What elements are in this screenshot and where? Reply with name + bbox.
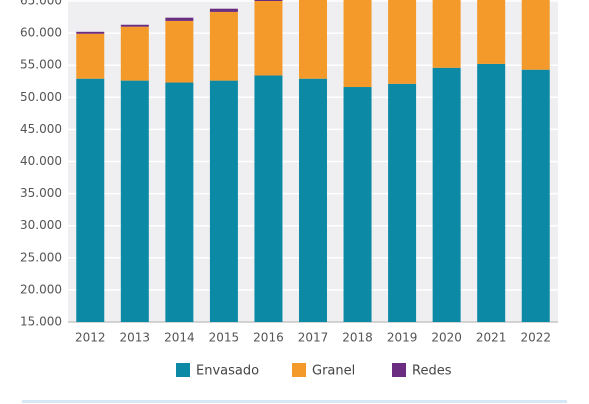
bar-segment xyxy=(209,80,238,322)
bar-segment xyxy=(432,67,461,322)
y-tick-label: 65.000 xyxy=(20,0,62,8)
y-tick-label: 45.000 xyxy=(20,122,62,136)
x-tick-label: 2018 xyxy=(342,331,373,345)
x-tick-label: 2012 xyxy=(75,331,106,345)
legend-label: Granel xyxy=(312,364,355,379)
bar-segment xyxy=(120,24,149,27)
bar-segment xyxy=(388,83,417,323)
y-tick-label: 20.000 xyxy=(20,282,62,296)
bar-segment xyxy=(76,33,105,79)
bar-segment xyxy=(521,0,550,70)
x-tick-label: 2017 xyxy=(298,331,329,345)
bar-segment xyxy=(254,75,283,322)
x-tick-label: 2016 xyxy=(253,331,284,345)
bar-segment xyxy=(120,80,149,322)
bar-segment xyxy=(477,0,506,64)
y-tick-label: 55.000 xyxy=(20,58,62,72)
bar-segment xyxy=(477,63,506,322)
bar-segment xyxy=(165,20,194,83)
bar-segment xyxy=(120,26,149,81)
bar-segment xyxy=(254,1,283,76)
y-tick-label: 60.000 xyxy=(20,26,62,40)
bar-segment xyxy=(254,0,283,1)
bar-segment xyxy=(343,0,372,88)
x-tick-label: 2015 xyxy=(209,331,240,345)
bar-segment xyxy=(299,78,327,322)
x-tick-label: 2013 xyxy=(120,331,151,345)
bar-segment xyxy=(299,0,327,79)
bar-segment xyxy=(76,31,105,34)
x-tick-label: 2021 xyxy=(476,331,507,345)
bar-segment xyxy=(165,82,194,322)
y-tick-label: 35.000 xyxy=(20,186,62,200)
y-tick-label: 40.000 xyxy=(20,154,62,168)
footer-rule xyxy=(22,400,567,403)
y-tick-label: 50.000 xyxy=(20,90,62,104)
bar-segment xyxy=(165,17,194,21)
bar-segment xyxy=(76,78,105,322)
legend-label: Envasado xyxy=(196,364,259,379)
legend-swatch xyxy=(392,363,406,377)
bar-segment xyxy=(432,0,461,68)
x-tick-label: 2019 xyxy=(387,331,418,345)
x-tick-label: 2020 xyxy=(431,331,462,345)
bar-segment xyxy=(388,0,417,84)
bar-segment xyxy=(209,8,238,12)
legend-label: Redes xyxy=(412,364,452,379)
legend-swatch xyxy=(292,363,306,377)
bar-segment xyxy=(521,69,550,322)
y-tick-label: 30.000 xyxy=(20,218,62,232)
legend-swatch xyxy=(176,363,190,377)
y-tick-label: 15.000 xyxy=(20,315,62,329)
bar-segment xyxy=(343,87,372,322)
bar-segment xyxy=(209,11,238,81)
y-tick-label: 25.000 xyxy=(20,250,62,264)
x-tick-label: 2022 xyxy=(520,331,551,345)
x-tick-label: 2014 xyxy=(164,331,195,345)
